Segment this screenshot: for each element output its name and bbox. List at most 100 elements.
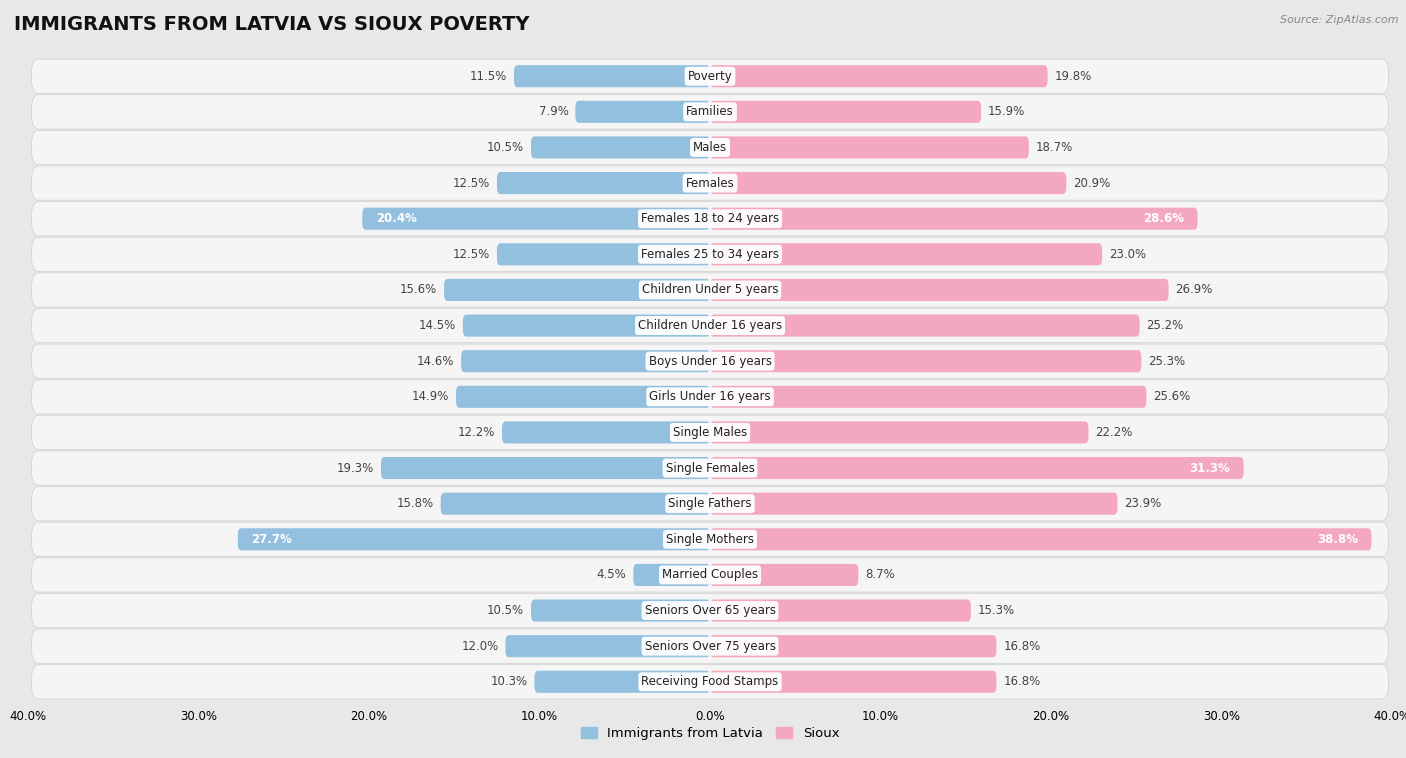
- Text: Married Couples: Married Couples: [662, 568, 758, 581]
- Text: Seniors Over 65 years: Seniors Over 65 years: [644, 604, 776, 617]
- FancyBboxPatch shape: [710, 528, 1371, 550]
- Text: 11.5%: 11.5%: [470, 70, 508, 83]
- Text: Receiving Food Stamps: Receiving Food Stamps: [641, 675, 779, 688]
- Text: 23.9%: 23.9%: [1125, 497, 1161, 510]
- Text: 19.8%: 19.8%: [1054, 70, 1091, 83]
- FancyBboxPatch shape: [456, 386, 710, 408]
- Text: 14.5%: 14.5%: [419, 319, 456, 332]
- Text: 23.0%: 23.0%: [1109, 248, 1146, 261]
- FancyBboxPatch shape: [496, 243, 710, 265]
- FancyBboxPatch shape: [710, 386, 1146, 408]
- Text: 16.8%: 16.8%: [1004, 675, 1040, 688]
- FancyBboxPatch shape: [710, 315, 1140, 337]
- Text: 25.2%: 25.2%: [1146, 319, 1184, 332]
- Text: 22.2%: 22.2%: [1095, 426, 1133, 439]
- FancyBboxPatch shape: [31, 130, 1389, 164]
- FancyBboxPatch shape: [710, 457, 1244, 479]
- Text: Children Under 16 years: Children Under 16 years: [638, 319, 782, 332]
- FancyBboxPatch shape: [710, 136, 1029, 158]
- FancyBboxPatch shape: [502, 421, 710, 443]
- Text: Single Males: Single Males: [673, 426, 747, 439]
- Text: 20.9%: 20.9%: [1073, 177, 1111, 190]
- FancyBboxPatch shape: [710, 350, 1142, 372]
- Text: 10.5%: 10.5%: [486, 141, 524, 154]
- FancyBboxPatch shape: [710, 279, 1168, 301]
- Legend: Immigrants from Latvia, Sioux: Immigrants from Latvia, Sioux: [575, 722, 845, 745]
- Text: IMMIGRANTS FROM LATVIA VS SIOUX POVERTY: IMMIGRANTS FROM LATVIA VS SIOUX POVERTY: [14, 15, 530, 34]
- Text: 18.7%: 18.7%: [1036, 141, 1073, 154]
- Text: 38.8%: 38.8%: [1317, 533, 1358, 546]
- Text: 10.5%: 10.5%: [486, 604, 524, 617]
- Text: Poverty: Poverty: [688, 70, 733, 83]
- FancyBboxPatch shape: [506, 635, 710, 657]
- FancyBboxPatch shape: [710, 564, 858, 586]
- FancyBboxPatch shape: [710, 243, 1102, 265]
- Text: 4.5%: 4.5%: [596, 568, 627, 581]
- FancyBboxPatch shape: [363, 208, 710, 230]
- Text: Source: ZipAtlas.com: Source: ZipAtlas.com: [1281, 15, 1399, 25]
- FancyBboxPatch shape: [31, 309, 1389, 343]
- Text: 7.9%: 7.9%: [538, 105, 568, 118]
- FancyBboxPatch shape: [31, 629, 1389, 663]
- Text: Single Mothers: Single Mothers: [666, 533, 754, 546]
- Text: Families: Families: [686, 105, 734, 118]
- FancyBboxPatch shape: [710, 635, 997, 657]
- Text: Girls Under 16 years: Girls Under 16 years: [650, 390, 770, 403]
- Text: Single Females: Single Females: [665, 462, 755, 475]
- FancyBboxPatch shape: [531, 136, 710, 158]
- FancyBboxPatch shape: [463, 315, 710, 337]
- FancyBboxPatch shape: [633, 564, 710, 586]
- FancyBboxPatch shape: [31, 558, 1389, 592]
- Text: 12.0%: 12.0%: [461, 640, 499, 653]
- FancyBboxPatch shape: [31, 487, 1389, 521]
- Text: 14.9%: 14.9%: [412, 390, 449, 403]
- Text: 26.9%: 26.9%: [1175, 283, 1213, 296]
- Text: 12.5%: 12.5%: [453, 248, 491, 261]
- Text: 15.6%: 15.6%: [401, 283, 437, 296]
- FancyBboxPatch shape: [515, 65, 710, 87]
- Text: Females: Females: [686, 177, 734, 190]
- FancyBboxPatch shape: [31, 451, 1389, 485]
- FancyBboxPatch shape: [710, 208, 1198, 230]
- Text: Seniors Over 75 years: Seniors Over 75 years: [644, 640, 776, 653]
- FancyBboxPatch shape: [710, 421, 1088, 443]
- Text: 16.8%: 16.8%: [1004, 640, 1040, 653]
- FancyBboxPatch shape: [31, 237, 1389, 271]
- FancyBboxPatch shape: [496, 172, 710, 194]
- Text: Single Fathers: Single Fathers: [668, 497, 752, 510]
- Text: Boys Under 16 years: Boys Under 16 years: [648, 355, 772, 368]
- FancyBboxPatch shape: [31, 665, 1389, 699]
- FancyBboxPatch shape: [710, 101, 981, 123]
- FancyBboxPatch shape: [381, 457, 710, 479]
- FancyBboxPatch shape: [31, 522, 1389, 556]
- FancyBboxPatch shape: [31, 273, 1389, 307]
- FancyBboxPatch shape: [440, 493, 710, 515]
- FancyBboxPatch shape: [710, 172, 1066, 194]
- Text: Females 18 to 24 years: Females 18 to 24 years: [641, 212, 779, 225]
- FancyBboxPatch shape: [444, 279, 710, 301]
- FancyBboxPatch shape: [31, 380, 1389, 414]
- Text: 25.3%: 25.3%: [1149, 355, 1185, 368]
- FancyBboxPatch shape: [575, 101, 710, 123]
- Text: 28.6%: 28.6%: [1143, 212, 1184, 225]
- Text: 15.9%: 15.9%: [988, 105, 1025, 118]
- FancyBboxPatch shape: [710, 65, 1047, 87]
- FancyBboxPatch shape: [31, 344, 1389, 378]
- FancyBboxPatch shape: [31, 594, 1389, 628]
- FancyBboxPatch shape: [710, 600, 972, 622]
- FancyBboxPatch shape: [31, 95, 1389, 129]
- FancyBboxPatch shape: [31, 59, 1389, 93]
- FancyBboxPatch shape: [710, 671, 997, 693]
- FancyBboxPatch shape: [31, 202, 1389, 236]
- Text: 15.8%: 15.8%: [396, 497, 434, 510]
- Text: Males: Males: [693, 141, 727, 154]
- Text: 12.5%: 12.5%: [453, 177, 491, 190]
- Text: 8.7%: 8.7%: [865, 568, 894, 581]
- FancyBboxPatch shape: [531, 600, 710, 622]
- FancyBboxPatch shape: [461, 350, 710, 372]
- FancyBboxPatch shape: [31, 166, 1389, 200]
- Text: Children Under 5 years: Children Under 5 years: [641, 283, 779, 296]
- Text: 31.3%: 31.3%: [1189, 462, 1230, 475]
- Text: 27.7%: 27.7%: [252, 533, 292, 546]
- Text: 14.6%: 14.6%: [418, 355, 454, 368]
